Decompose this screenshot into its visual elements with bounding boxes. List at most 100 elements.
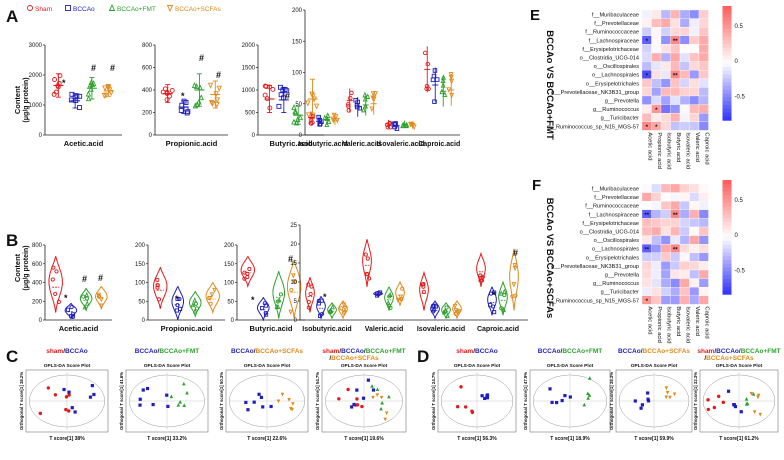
data-point	[209, 100, 216, 107]
x-axis-title: Butyric.acid	[270, 139, 313, 148]
heatmap-cell	[689, 201, 700, 210]
x-axis-title: Valeric.acid	[342, 141, 381, 148]
score-point	[706, 407, 710, 412]
data-point	[444, 305, 449, 310]
heatmap-cell	[651, 95, 662, 105]
y-tick-label: 150	[224, 262, 235, 268]
heatmap-title: BCCAo VS BCCAo+SCFAs	[544, 198, 555, 319]
data-point	[81, 294, 86, 299]
data-point	[164, 90, 170, 95]
data-point	[501, 306, 507, 313]
heatmap-cell	[679, 209, 690, 219]
data-point	[108, 90, 114, 97]
score-point	[568, 395, 572, 399]
significance-mark: *	[646, 39, 649, 45]
y-tick-label: 150	[135, 262, 146, 268]
score-plot-title: OPLS-DA Score Plot	[144, 363, 191, 369]
heatmap-cell	[670, 252, 681, 262]
heatmap-cell	[660, 27, 671, 36]
data-point	[310, 93, 316, 100]
data-point	[178, 108, 184, 113]
heatmap-cell	[660, 121, 671, 131]
data-point	[207, 295, 212, 301]
heatmap-cell	[651, 192, 662, 202]
violin	[362, 239, 372, 287]
plot-frame	[125, 369, 209, 433]
score-point	[375, 387, 380, 391]
heatmap-row-label: s__Ruminococcus_sp_N15_MGS-57	[547, 124, 639, 130]
heatmap-cell	[660, 252, 671, 262]
heatmap-cell	[698, 35, 709, 45]
score-point	[739, 410, 743, 414]
data-point	[327, 309, 332, 314]
heatmap-cell	[660, 269, 671, 279]
score-point	[73, 410, 77, 414]
heatmap-cell	[660, 226, 671, 236]
heatmap-row-label: f__Prevotellaceae	[594, 21, 639, 27]
data-point	[281, 95, 287, 101]
significance-mark: *	[64, 293, 68, 303]
legend-marker	[108, 4, 116, 11]
heatmap-cell	[651, 261, 662, 271]
data-point	[306, 112, 312, 119]
score-point	[145, 386, 150, 391]
data-point	[341, 302, 347, 308]
data-point	[214, 102, 220, 108]
heatmap-cell	[698, 218, 709, 228]
significance-mark: #	[91, 63, 96, 73]
heatmap-cell	[679, 87, 690, 97]
y-tick-label: 600	[32, 262, 43, 268]
heatmap-cell	[698, 192, 709, 202]
data-point	[291, 273, 296, 279]
violin	[287, 259, 302, 319]
heatmap-cell	[660, 18, 671, 28]
score-point	[721, 400, 726, 405]
data-point	[69, 314, 74, 319]
heatmap-col-label: Isobutyric acid	[666, 132, 672, 169]
score-point	[291, 402, 295, 406]
heatmap-row-label: s__Ruminococcus_sp_N15_MGS-57	[547, 298, 639, 304]
data-point	[387, 294, 392, 299]
heatmap-cell	[651, 287, 662, 296]
heatmap-cell	[660, 235, 671, 245]
heatmap-row-label: g__Prevotella	[605, 98, 640, 104]
score-plot-x-title: T score[1] 61.2%	[719, 436, 759, 442]
score-point	[141, 388, 145, 392]
y-tick-label: 0	[39, 318, 43, 324]
score-point	[665, 391, 670, 395]
heatmap-col-label: Propionic acid	[656, 306, 662, 342]
heatmap-col-label: Propionic acid	[656, 132, 662, 168]
heatmap-col-label: Isovaleric acid	[685, 132, 691, 169]
heatmap-col-label: Butyric acid	[675, 306, 681, 336]
score-point	[176, 403, 181, 407]
heatmap-col-label: Valeric acid	[694, 132, 700, 162]
score-plot-title: OPLS-DA Score Plot	[631, 363, 678, 369]
violin	[272, 271, 286, 319]
colorbar-segment	[722, 82, 732, 87]
heatmap-cell	[670, 113, 681, 122]
data-point	[192, 308, 198, 314]
score-point	[360, 404, 364, 409]
colorbar-segment	[722, 218, 732, 223]
data-point	[155, 285, 160, 290]
data-point	[355, 99, 360, 105]
significance-mark: **	[673, 74, 678, 80]
heatmap-cell	[641, 104, 652, 114]
heatmap-cell	[660, 78, 671, 88]
heatmap-cell	[670, 287, 681, 296]
score-point	[290, 407, 294, 412]
legend-marker	[65, 5, 71, 11]
heatmap-cell	[679, 287, 690, 296]
heatmap-cell	[660, 192, 671, 202]
violin	[419, 270, 429, 311]
heatmap-col-label: Isobutyric acid	[666, 306, 672, 343]
y-tick-label: 50	[138, 299, 145, 305]
data-point	[346, 108, 352, 113]
heatmap-cell	[660, 104, 671, 114]
score-point	[664, 395, 669, 400]
heatmap-cell	[660, 87, 671, 97]
data-point	[421, 284, 426, 289]
heatmap-cell	[679, 244, 690, 253]
y-tick-label: 3000	[29, 43, 43, 49]
heatmap-cell	[698, 61, 709, 71]
